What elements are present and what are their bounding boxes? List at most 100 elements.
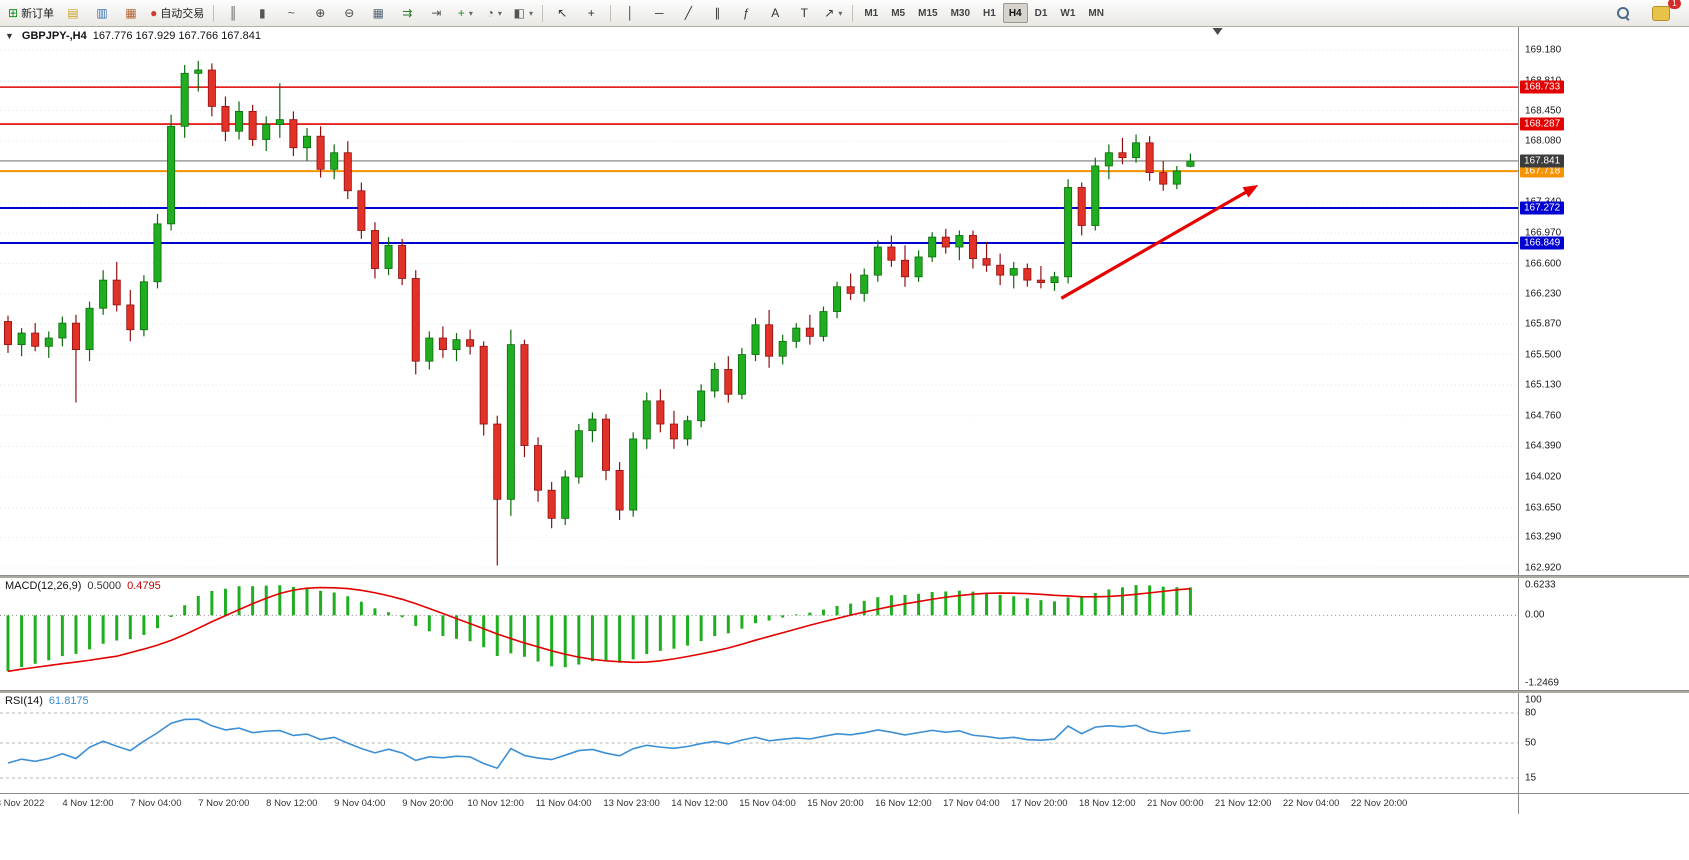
chart-bars-button[interactable]: ║ [219, 2, 247, 24]
macd-axis[interactable]: 0.6233 0.00 -1.2469 [1519, 578, 1689, 690]
rsi-pane[interactable]: RSI(14) 61.8175 [0, 693, 1519, 793]
candle [411, 278, 420, 362]
rsi-axis-label: 15 [1525, 772, 1537, 784]
new-order-button[interactable]: ⊞ 新订单 [4, 2, 58, 24]
time-label: 7 Nov 04:00 [130, 798, 182, 809]
pane-splitter[interactable] [0, 575, 1689, 578]
candle [1145, 142, 1154, 173]
text-button[interactable]: A [761, 2, 789, 24]
candle [343, 152, 352, 192]
candle [887, 246, 896, 261]
trendline-button[interactable]: ╱ [674, 2, 702, 24]
arrows-button[interactable]: ↗ ▾ [819, 2, 847, 24]
horizontal-line-button[interactable]: ─ [645, 2, 673, 24]
candle [17, 332, 26, 346]
templates-button[interactable]: ◧ ▾ [509, 2, 537, 24]
autotrading-button[interactable]: ● 自动交易 [146, 2, 208, 24]
rsi-row: RSI(14) 61.8175 100 80 50 15 [0, 693, 1689, 793]
time-axis-corner [1519, 794, 1689, 814]
pane-splitter[interactable] [0, 690, 1689, 693]
chart-shift-button[interactable]: ⇥ [422, 2, 450, 24]
auto-scroll-button[interactable]: ⇉ [393, 2, 421, 24]
data-window-button[interactable]: ▥ [88, 2, 116, 24]
candle [126, 304, 135, 331]
main-price-row: ▼ GBPJPY-,H4 167.776 167.929 167.766 167… [0, 27, 1689, 575]
candle [982, 258, 991, 266]
candle [901, 259, 910, 278]
one-click-trading-toggle[interactable]: ▼ [5, 31, 14, 41]
candle [99, 279, 108, 309]
zoom-out-button[interactable]: ⊖ [335, 2, 363, 24]
rsi-axis[interactable]: 100 80 50 15 [1519, 693, 1689, 793]
candle [561, 476, 570, 519]
candle [1023, 268, 1032, 281]
fibonacci-button[interactable]: ƒ [732, 2, 760, 24]
chart-shift-marker[interactable] [1212, 27, 1223, 35]
macd-pane[interactable]: MACD(12,26,9) 0.5000 0.4795 [0, 578, 1519, 690]
trend-arrow-head[interactable] [1242, 184, 1259, 198]
macd-chart[interactable] [0, 578, 1518, 690]
timeframe-mn[interactable]: MN [1088, 7, 1104, 19]
text-label-button[interactable]: T [790, 2, 818, 24]
candle [71, 322, 80, 350]
candle [3, 321, 12, 346]
candle [724, 369, 733, 395]
indicators-button[interactable]: + ▾ [451, 2, 479, 24]
time-label: 9 Nov 20:00 [402, 798, 454, 809]
timeframe-h1[interactable]: H1 [983, 7, 996, 19]
community-button[interactable]: 1 [1647, 0, 1681, 24]
candle [275, 119, 284, 126]
cursor-button[interactable]: ↖ [548, 2, 576, 24]
price-axis-label: 163.290 [1525, 531, 1562, 543]
price-tag: 168.287 [1520, 117, 1565, 131]
candle [221, 106, 230, 132]
zoom-in-button[interactable]: ⊕ [306, 2, 334, 24]
candle [139, 281, 148, 331]
text-icon: A [771, 6, 780, 20]
navigator-button[interactable]: ▦ [117, 2, 145, 24]
search-button[interactable] [1609, 2, 1637, 24]
periods-button[interactable]: ◔ ▾ [480, 2, 508, 24]
timeframe-d1[interactable]: D1 [1034, 7, 1048, 19]
trend-arrow-line[interactable] [1060, 187, 1253, 300]
price-axis-label: 165.500 [1525, 349, 1562, 361]
new-order-label: 新订单 [21, 8, 55, 20]
timeframe-h4[interactable]: H4 [1002, 3, 1028, 23]
chart-bars-icon: ║ [229, 6, 238, 20]
autotrading-label: 自动交易 [160, 8, 205, 20]
time-axis[interactable]: 3 Nov 2022 4 Nov 12:00 7 Nov 04:00 7 Nov 20… [0, 794, 1519, 814]
candle [751, 324, 760, 355]
candle [805, 327, 814, 337]
chart-candles-button[interactable]: ▮ [248, 2, 276, 24]
candle [303, 135, 311, 149]
vertical-line-button[interactable]: │ [616, 2, 644, 24]
candle [534, 445, 543, 491]
timeframe-w1[interactable]: W1 [1060, 7, 1076, 19]
crosshair-button[interactable]: + [577, 2, 605, 24]
rsi-chart[interactable] [0, 693, 1518, 793]
candle [316, 135, 325, 170]
candle [1132, 142, 1141, 159]
tile-windows-button[interactable]: ▦ [364, 2, 392, 24]
time-label: 9 Nov 04:00 [334, 798, 386, 809]
candle [452, 339, 461, 350]
time-label: 15 Nov 04:00 [739, 798, 796, 809]
timeframe-m1[interactable]: M1 [864, 7, 879, 19]
price-axis-label: 165.130 [1525, 379, 1562, 391]
data-window-icon: ▥ [96, 6, 108, 20]
timeframe-m30[interactable]: M30 [950, 7, 971, 19]
timeframe-group: M1 M5 M15 M30 H1 H4 D1 W1 MN [858, 3, 1110, 23]
macd-signal-value: 0.4795 [127, 580, 161, 592]
candle [547, 489, 556, 519]
candlestick-chart[interactable] [0, 27, 1518, 575]
candle [289, 119, 298, 149]
price-axis[interactable]: 169.180168.810168.450168.080167.710167.3… [1519, 27, 1689, 575]
equidistant-channel-button[interactable]: ∥ [703, 2, 731, 24]
price-chart-pane[interactable]: ▼ GBPJPY-,H4 167.776 167.929 167.766 167… [0, 27, 1519, 575]
timeframe-m5[interactable]: M5 [891, 7, 906, 19]
market-watch-button[interactable]: ▤ [59, 2, 87, 24]
price-axis-label: 163.650 [1525, 502, 1562, 514]
chart-line-button[interactable]: ~ [277, 2, 305, 24]
timeframe-m15[interactable]: M15 [918, 7, 938, 19]
candle [506, 344, 515, 500]
